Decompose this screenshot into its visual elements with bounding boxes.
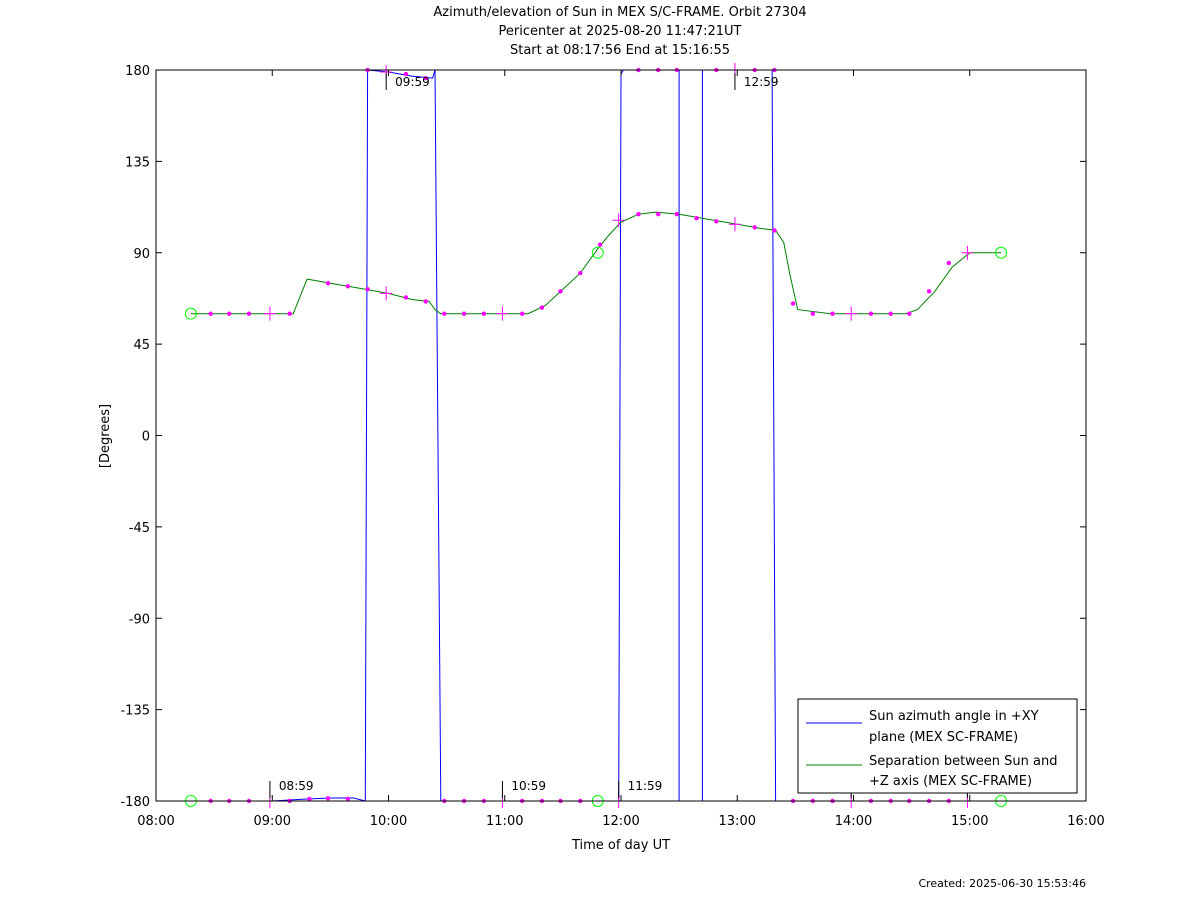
x-tick-label: 11:00 [486,814,523,829]
marker-dot [345,284,351,289]
marker-cross [845,306,858,321]
x-tick-label: 15:00 [951,814,988,829]
annotation-label: 08:59 [279,779,314,793]
marker-circle [591,246,604,259]
marker-circle [995,246,1008,259]
legend-label-azimuth: Sun azimuth angle in +XY plane (MEX SC-F… [869,709,1043,745]
x-tick-label: 12:00 [602,814,639,829]
y-axis-label: [Degrees] [98,404,113,468]
y-tick-label: 135 [125,155,150,170]
marker-dot [558,289,563,294]
annotation-label: 12:59 [744,75,779,89]
created-timestamp: Created: 2025-06-30 15:53:46 [918,877,1086,890]
marker-dot [674,211,679,217]
marker-dot [907,311,912,316]
marker-dot [461,311,467,316]
marker-dot [772,228,777,233]
y-tick-label: -90 [129,612,150,627]
marker-dot [656,211,661,217]
marker-dot [403,71,409,77]
series-line-separation [190,211,1002,315]
marker-dot [888,311,893,316]
marker-dot [227,311,232,316]
x-tick-label: 08:00 [137,814,174,829]
marker-dot [714,219,719,224]
legend-box [797,698,1078,794]
annotation-label: 11:59 [628,779,663,793]
y-tick-label: 90 [133,247,150,262]
y-tick-label: 45 [133,338,150,353]
marker-dot [325,281,331,286]
time-annotation: 09:59 [385,73,430,90]
time-annotation: 11:59 [618,779,663,798]
x-tick-label: 09:00 [254,814,291,829]
marker-dot [365,287,370,292]
axes: 08:00 09:00 10:00 11:00 12:00 13:00 14:00 15:00… [120,64,1104,829]
marker-dot [307,796,312,802]
marker-dot [926,289,932,294]
marker-cross [961,245,974,260]
x-axis-label: Time of day UT [571,838,670,853]
marker-dot [597,242,603,247]
y-tick-label: 180 [125,64,150,79]
time-annotation: 10:59 [501,779,546,798]
y-tick-label: -180 [120,795,150,810]
marker-dot [345,796,351,801]
legend: Sun azimuth angle in +XY plane (MEX SC-F… [797,698,1078,794]
marker-dot [830,311,835,316]
marker-cross [380,286,393,301]
marker-dot [481,311,487,316]
chart-subtitle-pericenter: Pericenter at 2025-08-20 11:47:21UT [498,24,742,39]
marker-circle [184,307,197,320]
marker-dot [423,75,428,81]
marker-cross [728,217,741,232]
legend-label-separation: Separation between Sun and +Z axis (MEX … [869,754,1062,789]
x-tick-label: 10:00 [370,814,407,829]
marker-dot [208,311,213,316]
chart-subtitle-start-end: Start at 08:17:56 End at 15:16:55 [509,43,731,58]
marker-dot [868,311,874,316]
marker-dot [325,796,331,801]
series-line-azimuth [190,69,1002,802]
marker-cross [612,213,625,228]
marker-dot [442,311,447,316]
marker-dot [694,216,699,221]
marker-dot [946,260,952,266]
y-tick-label: 0 [142,430,150,445]
time-annotation: 12:59 [734,73,779,90]
annotation-label: 10:59 [511,779,546,793]
y-tick-label: -45 [129,521,150,536]
time-annotation: 08:59 [269,779,314,798]
marker-dot [578,270,583,276]
marker-dot [423,299,428,304]
x-tick-label: 13:00 [719,814,756,829]
marker-dot [287,311,292,316]
marker-cross [263,306,276,321]
marker-dot [403,295,409,300]
marker-dot [636,211,641,217]
marker-dot [790,301,796,306]
marker-dot [539,305,545,310]
chart-title: Azimuth/elevation of Sun in MEX S/C-FRAM… [433,5,807,20]
x-tick-label: 16:00 [1067,814,1104,829]
marker-dot [810,311,816,316]
marker-cross [496,306,509,321]
marker-dot [519,311,525,316]
x-tick-label: 14:00 [835,814,872,829]
annotation-label: 09:59 [395,75,430,89]
marker-dot [752,225,757,230]
y-tick-label: -135 [120,704,150,719]
marker-dot [246,311,252,316]
